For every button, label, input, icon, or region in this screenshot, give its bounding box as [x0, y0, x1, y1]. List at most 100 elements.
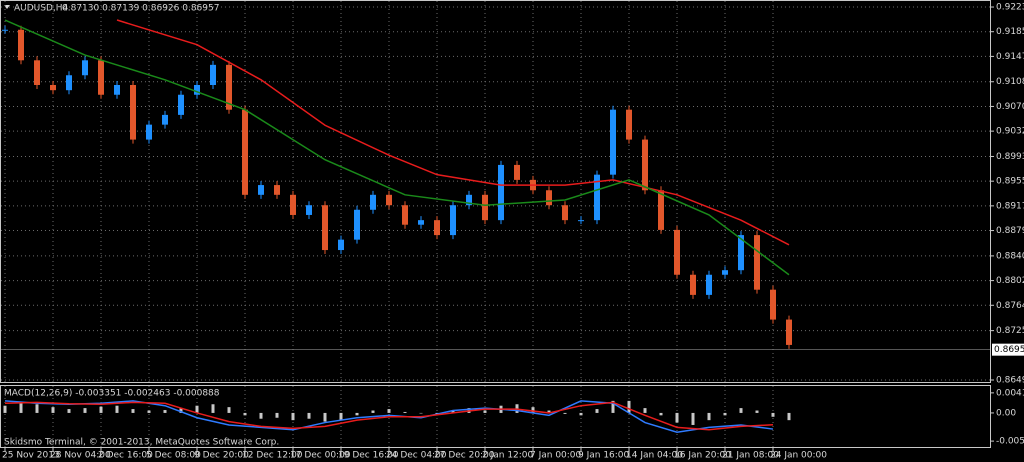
- x-tick-label: 14 Jan 04:00: [626, 451, 683, 461]
- candle-body: [194, 84, 200, 95]
- macd-histogram-bar: [275, 412, 279, 418]
- macd-panel-frame: [0, 385, 991, 448]
- x-tick-label: 16 Jan 20:00: [674, 451, 731, 461]
- macd-histogram-bar: [67, 409, 71, 413]
- candle-body: [162, 114, 168, 125]
- candle-body: [386, 194, 392, 206]
- macd-histogram-bar: [99, 406, 103, 413]
- macd-histogram-bar: [755, 410, 759, 413]
- y-tick-label: 0.89550: [996, 177, 1024, 187]
- x-tick-label: 7 Jan 00:00: [530, 451, 582, 461]
- macd-line: [4, 400, 774, 433]
- x-tick-label: 9 Jan 16:00: [578, 451, 630, 461]
- macd-histogram-bar: [147, 410, 151, 413]
- candle-body: [434, 220, 440, 236]
- candle-body: [66, 75, 72, 91]
- macd-histogram-bar: [595, 409, 599, 413]
- macd-histogram-bar: [163, 410, 167, 413]
- macd-histogram-bar: [35, 404, 39, 413]
- macd-histogram-bar: [355, 412, 359, 416]
- moving-average: [116, 19, 790, 246]
- candle-body: [226, 64, 232, 110]
- candle-body: [114, 84, 120, 95]
- candle-body: [402, 205, 408, 225]
- y-tick-label: 0.86490: [996, 376, 1024, 386]
- candle-body: [626, 109, 632, 140]
- candle-body: [578, 220, 584, 222]
- x-tick-label: 27 Dec 20:00: [434, 451, 495, 461]
- candle-body: [306, 205, 312, 215]
- candle-body: [594, 174, 600, 221]
- candle-body: [562, 205, 568, 221]
- candle-body: [290, 194, 296, 215]
- candle-body: [18, 29, 24, 61]
- candle-body: [706, 274, 712, 295]
- ohlc-text: 0.87130 0.87139 0.86926 0.86957: [62, 4, 219, 14]
- candle-body: [642, 139, 648, 191]
- macd-title: MACD(12,26,9) -0.003351 -0.002463 -0.000…: [4, 389, 220, 399]
- macd-histogram-bar: [227, 407, 231, 413]
- macd-histogram-bar: [547, 410, 551, 413]
- candle-body: [322, 205, 328, 251]
- macd-histogram-bar: [403, 411, 407, 413]
- macd-line: [4, 401, 774, 431]
- macd-histogram-bar: [323, 412, 327, 422]
- macd-histogram-bar: [131, 409, 135, 413]
- macd-histogram-bar: [195, 405, 199, 413]
- y-tick-label: 0.004165: [996, 388, 1024, 398]
- macd-histogram-bar: [531, 407, 535, 413]
- macd-histogram-bar: [51, 407, 55, 413]
- y-tick-label: 0.87250: [996, 326, 1024, 336]
- candle-body: [338, 239, 344, 251]
- macd-histogram-bar: [83, 408, 87, 413]
- macd-histogram-bar: [739, 408, 743, 413]
- macd-histogram-bar: [307, 412, 311, 419]
- x-tick-label: 19 Dec 16:00: [338, 451, 399, 461]
- x-tick-label: 28 Nov 04:00: [50, 451, 111, 461]
- last-price-label: 0.86957: [994, 345, 1024, 355]
- candle-body: [546, 190, 552, 206]
- candle-body: [258, 185, 264, 195]
- price-panel-frame: [0, 0, 991, 383]
- candle-body: [738, 235, 744, 271]
- macd-histogram-bar: [419, 412, 423, 414]
- macd-histogram-bar: [627, 400, 631, 413]
- y-tick-label: 0.00: [996, 408, 1016, 418]
- macd-histogram-bar: [787, 412, 791, 421]
- copyright: Skidsmo Terminal, © 2001-2013, MetaQuote…: [4, 438, 279, 448]
- macd-histogram-bar: [3, 405, 7, 413]
- x-tick-label: 24 Jan 00:00: [770, 451, 827, 461]
- candle-body: [770, 289, 776, 320]
- macd-histogram-bar: [115, 405, 119, 413]
- macd-histogram-bar: [291, 412, 295, 421]
- macd-histogram-bar: [339, 412, 343, 421]
- macd-histogram-bar: [691, 412, 695, 425]
- y-tick-label: 0.91080: [996, 77, 1024, 87]
- x-tick-label: 25 Nov 2013: [2, 451, 60, 461]
- candle-body: [754, 235, 760, 290]
- macd-histogram-bar: [563, 412, 567, 414]
- macd-histogram-bar: [659, 412, 663, 416]
- candle-body: [466, 194, 472, 206]
- candle-body: [514, 164, 520, 180]
- candle-body: [178, 94, 184, 115]
- candle-body: [786, 319, 792, 345]
- macd-histogram-bar: [259, 412, 263, 419]
- candle-body: [658, 190, 664, 230]
- macd-histogram-bar: [243, 412, 247, 416]
- y-tick-label: 0.92230: [996, 3, 1024, 13]
- y-tick-label: 0.90320: [996, 127, 1024, 137]
- candle-body: [610, 109, 616, 175]
- candle-body: [690, 274, 696, 295]
- candle-body: [130, 84, 136, 140]
- candle-body: [370, 194, 376, 210]
- y-tick-label: 0.88790: [996, 226, 1024, 236]
- macd-histogram-bar: [771, 412, 775, 417]
- symbol-title: AUDUSD,H4: [14, 4, 69, 14]
- y-tick-label: 0.88020: [996, 276, 1024, 286]
- x-tick-label: 2 Dec 16:00: [98, 451, 153, 461]
- macd-histogram-bar: [211, 404, 215, 413]
- x-tick-label: 24 Dec 04:00: [386, 451, 447, 461]
- candle-body: [82, 60, 88, 76]
